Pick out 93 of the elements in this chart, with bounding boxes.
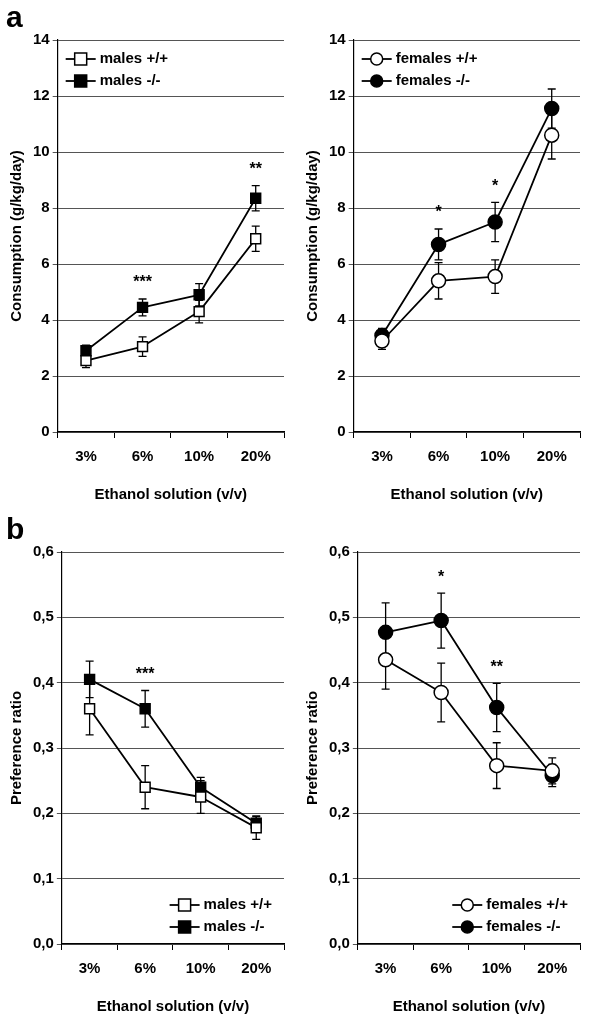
x-tick-label: 3% <box>78 959 101 977</box>
annotation: *** <box>133 273 153 291</box>
chart-title: b <box>6 512 25 546</box>
y-tick-label: 0,2 <box>32 803 54 821</box>
x-axis-title: Ethanol solution (v/v) <box>96 997 250 1015</box>
y-tick-label: 0,4 <box>32 672 55 690</box>
point <box>250 192 262 204</box>
y-axis-title: Preference ratio <box>7 690 25 806</box>
annotation: ** <box>249 160 263 178</box>
y-tick-label: 10 <box>329 142 346 160</box>
y-tick-label: 0,0 <box>328 934 350 952</box>
y-tick-label: 0,1 <box>328 868 350 886</box>
x-tick-label: 10% <box>185 959 216 977</box>
chart-title: a <box>6 0 23 34</box>
point <box>433 612 449 629</box>
y-tick-label: 14 <box>33 30 51 48</box>
legend-label: females +/+ <box>486 895 569 913</box>
point <box>488 699 505 716</box>
point <box>136 340 149 353</box>
point <box>193 305 205 318</box>
x-tick-label: 10% <box>480 447 511 465</box>
x-tick-label: 6% <box>427 447 450 465</box>
x-tick-label: 20% <box>240 447 271 465</box>
y-tick-label: 0 <box>41 422 50 440</box>
x-tick-label: 6% <box>131 447 154 465</box>
point <box>139 781 151 793</box>
point <box>433 684 449 701</box>
annotation: *** <box>135 664 156 682</box>
point <box>250 233 262 245</box>
point <box>544 763 560 779</box>
point <box>543 127 560 143</box>
legend-label: females +/+ <box>395 49 478 67</box>
y-axis-title: Preference ratio <box>303 690 321 806</box>
x-tick-label: 20% <box>241 959 272 977</box>
y-tick-label: 4 <box>41 310 51 328</box>
y-tick-label: 0,6 <box>328 542 350 560</box>
y-tick-label: 0,5 <box>328 607 350 625</box>
point <box>83 673 96 686</box>
annotation: * <box>492 176 500 194</box>
x-tick-label: 10% <box>184 447 215 465</box>
point <box>430 236 447 253</box>
x-tick-label: 6% <box>430 959 452 977</box>
y-tick-label: 2 <box>337 366 346 384</box>
y-tick-label: 2 <box>41 366 50 384</box>
x-tick-label: 3% <box>75 447 97 465</box>
y-tick-label: 12 <box>33 86 50 104</box>
annotation: * <box>438 567 446 585</box>
y-tick-label: 10 <box>33 142 50 160</box>
annotation: ** <box>490 657 504 675</box>
point <box>377 652 394 668</box>
y-tick-label: 0,3 <box>328 738 350 756</box>
legend-label: males -/- <box>203 917 265 935</box>
y-axis-title: Consumption (g/kg/day) <box>303 150 321 322</box>
x-tick-label: 20% <box>537 959 568 977</box>
y-axis-title: Consumption (g/kg/day) <box>7 150 25 322</box>
point <box>139 703 151 715</box>
y-tick-label: 4 <box>337 310 347 328</box>
y-tick-label: 0 <box>337 422 346 440</box>
y-tick-label: 6 <box>41 254 50 272</box>
point <box>195 791 207 803</box>
y-tick-label: 12 <box>329 86 346 104</box>
x-tick-label: 3% <box>374 959 397 977</box>
y-tick-label: 8 <box>41 198 50 216</box>
x-tick-label: 20% <box>536 447 567 465</box>
y-tick-label: 6 <box>337 254 346 272</box>
point <box>83 703 96 715</box>
x-tick-label: 10% <box>481 959 512 977</box>
x-axis-title: Ethanol solution (v/v) <box>94 485 248 503</box>
point <box>487 214 503 230</box>
point <box>377 624 394 641</box>
y-tick-label: 0,2 <box>328 803 350 821</box>
point <box>193 289 205 301</box>
legend-label: females -/- <box>486 917 561 935</box>
x-axis-title: Ethanol solution (v/v) <box>390 485 544 503</box>
point <box>488 757 505 774</box>
y-tick-label: 0,1 <box>32 868 54 886</box>
y-tick-label: 0,3 <box>32 738 54 756</box>
y-tick-label: 0,0 <box>32 934 54 952</box>
legend-label: males -/- <box>99 71 161 89</box>
legend-label: females -/- <box>395 71 470 89</box>
point <box>487 268 503 285</box>
point <box>543 100 560 117</box>
legend-label: males +/+ <box>99 49 169 67</box>
legend-label: males +/+ <box>203 895 273 913</box>
y-tick-label: 14 <box>329 30 347 48</box>
y-tick-label: 0,5 <box>32 607 54 625</box>
y-tick-label: 8 <box>337 198 346 216</box>
x-tick-label: 6% <box>134 959 156 977</box>
y-tick-label: 0,6 <box>32 542 54 560</box>
x-tick-label: 3% <box>371 447 393 465</box>
point <box>430 273 447 289</box>
x-axis-title: Ethanol solution (v/v) <box>392 997 546 1015</box>
y-tick-label: 0,4 <box>328 672 351 690</box>
